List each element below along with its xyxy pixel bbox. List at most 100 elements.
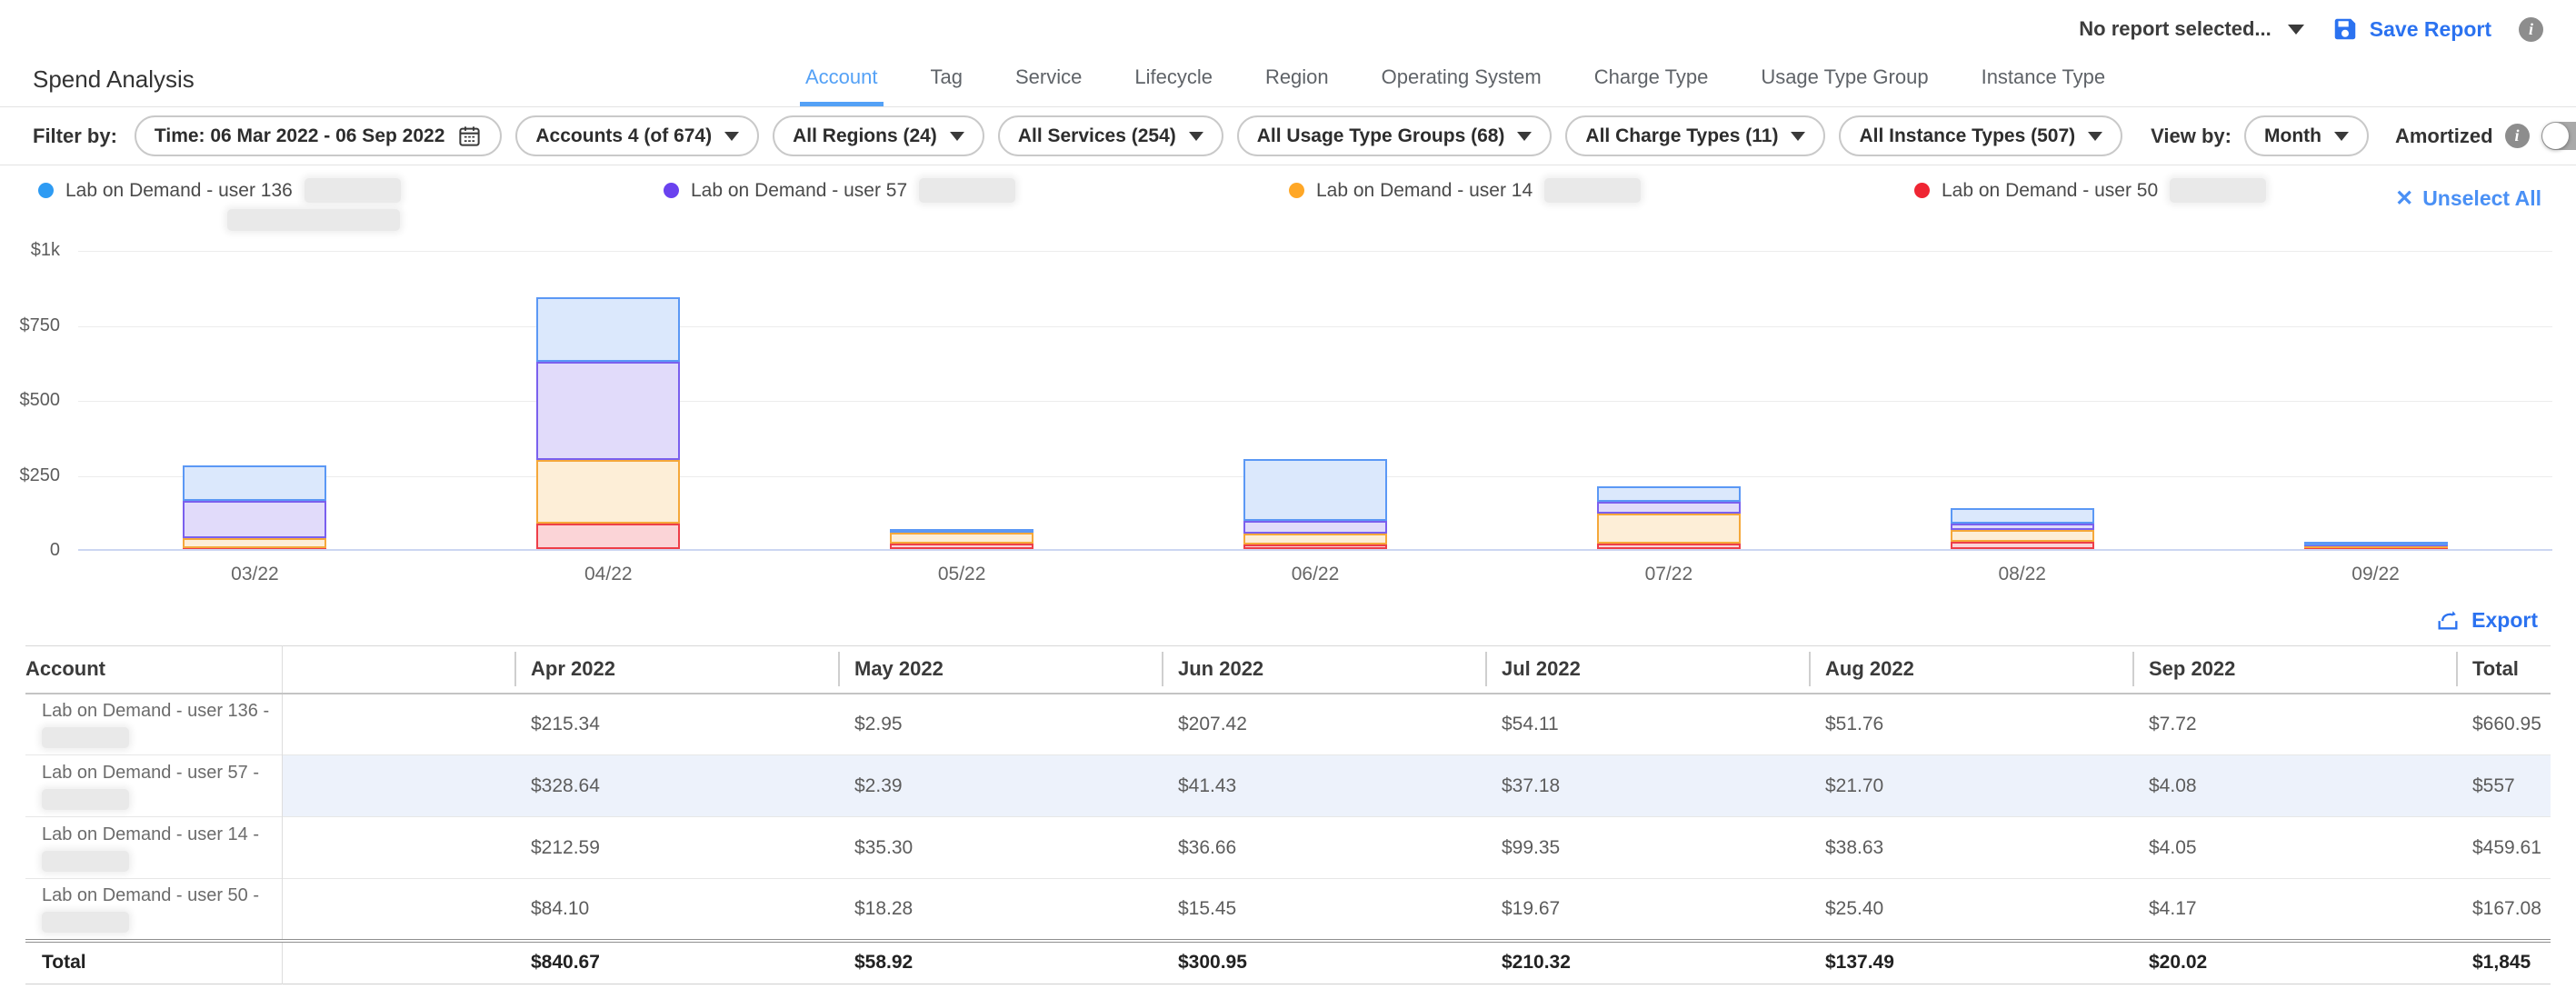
value-cell: $459.61 bbox=[2472, 836, 2541, 858]
bar-segment-lab-on-demand-user-57 bbox=[183, 501, 327, 538]
legend-item-lab-on-demand-user-136[interactable]: Lab on Demand - user 136 bbox=[38, 178, 664, 231]
amortized-toggle[interactable] bbox=[2541, 122, 2576, 150]
info-icon[interactable]: i bbox=[2519, 16, 2543, 42]
tab-operating-system[interactable]: Operating System bbox=[1381, 65, 1542, 88]
filter-dropdown-label: Accounts 4 (of 674) bbox=[535, 125, 713, 146]
column-header-label: Apr 2022 bbox=[514, 652, 615, 687]
value-cell: $25.40 bbox=[1825, 897, 1884, 919]
legend-item-lab-on-demand-user-50[interactable]: Lab on Demand - user 50 bbox=[1914, 178, 2540, 231]
legend-item-label: Lab on Demand - user 14 bbox=[1316, 179, 1533, 201]
table-row: Lab on Demand - user 57 - $328.64 $2.39 $41… bbox=[25, 754, 2551, 817]
redacted-text bbox=[2170, 178, 2267, 203]
tab-service[interactable]: Service bbox=[1014, 65, 1083, 88]
bar-segment-lab-on-demand-user-136 bbox=[1950, 507, 2094, 524]
column-header-label: Jul 2022 bbox=[1485, 652, 1581, 687]
filter-by-label: Filter by: bbox=[33, 124, 117, 147]
value-cell: $54.11 bbox=[1502, 713, 1559, 734]
report-selector[interactable]: No report selected... bbox=[2079, 17, 2304, 41]
filter-dropdown-label: All Instance Types (507) bbox=[1859, 125, 2076, 146]
bar-slot-08-22 bbox=[1845, 251, 2199, 549]
tab-account[interactable]: Account bbox=[800, 53, 884, 106]
tab-charge-type[interactable]: Charge Type bbox=[1593, 65, 1709, 88]
report-selector-label: No report selected... bbox=[2079, 17, 2271, 40]
redacted-text bbox=[304, 178, 401, 203]
stacked-bar-09-22 bbox=[2303, 251, 2448, 549]
value-cell: $84.10 bbox=[531, 897, 590, 919]
x-axis-tick: 08/22 bbox=[1998, 564, 2046, 584]
column-header-sep-2022: Sep 2022 bbox=[2132, 645, 2456, 694]
stacked-bar-06-22 bbox=[1243, 251, 1387, 549]
bar-segment-lab-on-demand-user-57 bbox=[1950, 523, 2094, 530]
total-value-cell: $20.02 bbox=[2149, 952, 2208, 974]
filter-dropdown-all-services-254[interactable]: All Services (254) bbox=[997, 115, 1223, 156]
chevron-down-icon bbox=[949, 131, 964, 141]
value-cell: $557 bbox=[2456, 754, 2551, 817]
table-row: Lab on Demand - user 136 - $215.34 $2.95 $2… bbox=[25, 693, 2551, 755]
legend-item-line: Lab on Demand - user 136 bbox=[38, 178, 664, 203]
account-name: Lab on Demand - user 136 - bbox=[42, 700, 270, 721]
value-cell: $2.39 bbox=[838, 754, 1162, 817]
tab-usage-type-group[interactable]: Usage Type Group bbox=[1761, 65, 1929, 88]
time-filter[interactable]: Time: 06 Mar 2022 - 06 Sep 2022 bbox=[134, 115, 503, 156]
bar-slot-07-22 bbox=[1492, 251, 1845, 549]
chevron-down-icon bbox=[2088, 131, 2103, 141]
filter-dropdown-label: All Charge Types (11) bbox=[1585, 125, 1779, 146]
export-button[interactable]: Export bbox=[2435, 607, 2538, 633]
chevron-down-icon bbox=[2287, 24, 2304, 35]
filter-dropdowns: Accounts 4 (of 674) All Regions (24) All S… bbox=[515, 115, 2123, 156]
close-icon: ✕ bbox=[2395, 186, 2414, 211]
value-cell: $4.17 bbox=[2149, 897, 2197, 919]
chevron-down-icon bbox=[2333, 131, 2349, 141]
filter-dropdown-all-regions-24[interactable]: All Regions (24) bbox=[773, 115, 984, 156]
column-header-aug-2022: Aug 2022 bbox=[1809, 645, 2132, 694]
view-by-dropdown[interactable]: Month bbox=[2244, 115, 2369, 156]
value-cell: $19.67 bbox=[1502, 897, 1561, 919]
tab-lifecycle[interactable]: Lifecycle bbox=[1134, 65, 1213, 88]
legend-item-line: Lab on Demand - user 50 bbox=[1914, 178, 2540, 203]
filter-dropdown-all-usage-type-groups-68[interactable]: All Usage Type Groups (68) bbox=[1236, 115, 1553, 156]
tab-instance-type[interactable]: Instance Type bbox=[1981, 65, 2106, 88]
column-header-jul-2022: Jul 2022 bbox=[1485, 645, 1809, 694]
spend-table: Account Apr 2022 May 2022 Jun 2022 Jul 2022 A… bbox=[25, 645, 2551, 984]
filter-dropdown-all-instance-types-507[interactable]: All Instance Types (507) bbox=[1839, 115, 2123, 156]
chart-legend: Lab on Demand - user 136 Lab on Demand - … bbox=[0, 165, 2576, 231]
chevron-down-icon bbox=[1517, 131, 1533, 141]
legend-dot-icon bbox=[38, 183, 54, 198]
legend-dot-icon bbox=[664, 183, 679, 198]
legend-item-lab-on-demand-user-14[interactable]: Lab on Demand - user 14 bbox=[1289, 178, 1914, 231]
total-value-cell: $1,845 bbox=[2472, 952, 2531, 974]
amortized-group: Amortized i bbox=[2395, 122, 2576, 150]
bar-segment-lab-on-demand-user-136 bbox=[536, 296, 681, 362]
bar-segment-lab-on-demand-user-14 bbox=[890, 533, 1034, 544]
value-cell: $212.59 bbox=[531, 836, 600, 858]
legend-item-lab-on-demand-user-57[interactable]: Lab on Demand - user 57 bbox=[664, 178, 1289, 231]
legend-dot-icon bbox=[1914, 183, 1930, 198]
bar-segment-lab-on-demand-user-14 bbox=[1596, 513, 1741, 544]
stacked-bar-04-22 bbox=[536, 251, 681, 549]
bar-segment-lab-on-demand-user-57 bbox=[536, 361, 681, 461]
unselect-all-button[interactable]: ✕ Unselect All bbox=[2395, 185, 2541, 212]
spacer-cell bbox=[282, 694, 514, 755]
value-cell: $215.34 bbox=[531, 713, 600, 734]
bar-slot-05-22 bbox=[785, 251, 1139, 549]
total-value-cell: $58.92 bbox=[854, 952, 914, 974]
view-by-group: View by: Month bbox=[2151, 115, 2369, 156]
title-bar: Spend Analysis Account Tag Service Lifecycl… bbox=[0, 53, 2576, 107]
tab-tag[interactable]: Tag bbox=[930, 65, 963, 88]
total-value-cell: $300.95 bbox=[1178, 952, 1247, 974]
export-row: Export bbox=[0, 598, 2576, 640]
value-cell: $207.42 bbox=[1178, 713, 1247, 734]
stacked-bar-07-22 bbox=[1596, 251, 1741, 549]
tab-region[interactable]: Region bbox=[1264, 65, 1329, 88]
bar-segment-lab-on-demand-user-136 bbox=[183, 465, 327, 502]
filter-dropdown-all-charge-types-11[interactable]: All Charge Types (11) bbox=[1565, 115, 1826, 156]
account-name: Lab on Demand - user 57 - bbox=[42, 762, 260, 783]
save-report-button[interactable]: Save Report bbox=[2331, 15, 2491, 43]
amortized-info-icon[interactable]: i bbox=[2504, 124, 2530, 148]
value-cell: $4.08 bbox=[2132, 754, 2456, 817]
redacted-text bbox=[42, 726, 129, 748]
bar-slot-06-22 bbox=[1139, 251, 1493, 549]
bar-segment-lab-on-demand-user-57 bbox=[1243, 521, 1387, 534]
legend-item-label: Lab on Demand - user 136 bbox=[65, 179, 293, 201]
filter-dropdown-accounts-4-of-674[interactable]: Accounts 4 (of 674) bbox=[515, 115, 760, 156]
